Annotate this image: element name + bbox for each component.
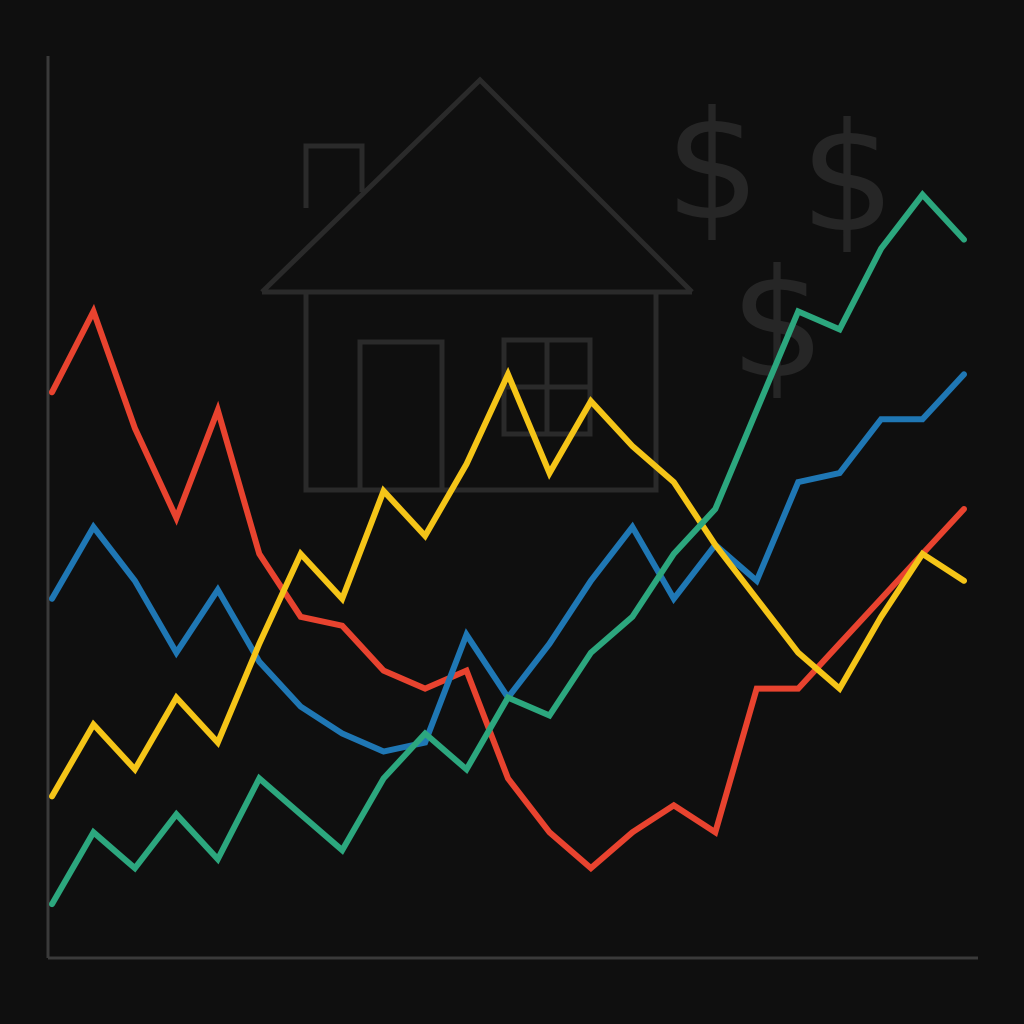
dollar-sign-icon: $: [800, 92, 895, 266]
dollar-sign-icon: $: [730, 238, 825, 412]
background-art: $ $ $: [260, 76, 895, 493]
red-series-line: [49, 303, 967, 873]
series-layer: [49, 190, 967, 908]
yellow-series-line: [49, 366, 967, 800]
house-icon: [260, 76, 694, 493]
green-series-line: [49, 190, 967, 908]
dollar-sign-icon: $: [665, 80, 760, 254]
